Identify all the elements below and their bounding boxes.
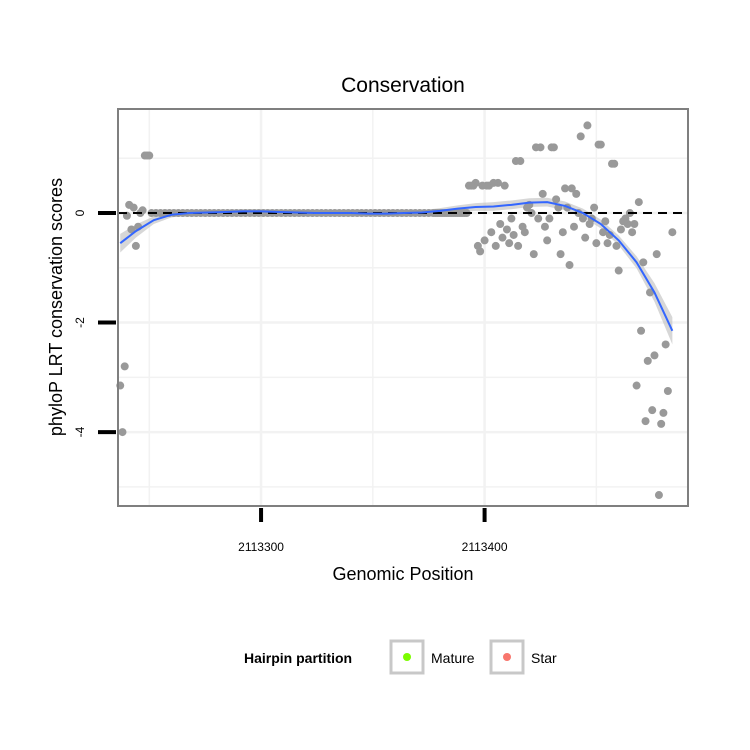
x-tick-label: 2113300: [238, 540, 284, 554]
data-point: [127, 225, 136, 234]
data-point: [534, 214, 543, 223]
data-point: [532, 143, 540, 152]
data-point: [565, 261, 574, 270]
data-point: [118, 428, 127, 437]
data-point: [578, 214, 587, 223]
data-point: [601, 217, 610, 226]
data-point: [509, 230, 518, 239]
data-point: [529, 250, 538, 259]
legend-swatch-star: [503, 653, 511, 661]
y-tick-label: 0: [73, 209, 87, 216]
data-point: [140, 151, 149, 160]
data-point: [500, 181, 509, 190]
data-point: [612, 241, 621, 250]
smooth-line: [119, 201, 674, 332]
y-axis: 0 -2 -4: [73, 209, 116, 437]
y-axis-title: phyloP LRT conservation scores: [46, 178, 66, 436]
data-point: [614, 266, 623, 275]
data-point: [619, 217, 628, 226]
data-point: [507, 214, 516, 223]
data-point: [523, 203, 532, 212]
x-axis: 2113400 2113300: [238, 508, 508, 554]
data-point: [572, 189, 581, 198]
data-point: [581, 233, 590, 242]
data-point: [603, 239, 612, 248]
data-point: [616, 225, 625, 234]
data-point: [514, 241, 523, 250]
data-point: [131, 241, 140, 250]
legend-label-mature: Mature: [431, 650, 475, 666]
data-point: [540, 222, 549, 231]
x-axis-title: Genomic Position: [332, 564, 473, 584]
data-point: [480, 236, 489, 245]
data-point: [637, 326, 646, 335]
data-point: [498, 233, 507, 242]
data-point: [120, 362, 129, 371]
legend-items: Mature Star: [389, 639, 557, 675]
legend-title: Hairpin partition: [244, 650, 352, 666]
legend: Hairpin partition Mature Star: [244, 639, 557, 675]
data-point: [552, 195, 561, 204]
data-point: [478, 181, 487, 190]
data-point: [648, 406, 657, 415]
data-point: [652, 250, 661, 259]
legend-label-star: Star: [531, 650, 557, 666]
data-point: [592, 239, 601, 248]
data-point: [585, 219, 594, 228]
grid-lines: [118, 109, 688, 506]
data-point: [594, 140, 603, 149]
data-point: [570, 222, 578, 231]
data-point: [608, 159, 616, 168]
data-point: [639, 258, 648, 267]
data-point: [576, 132, 585, 141]
data-point: [590, 203, 599, 212]
data-point: [650, 351, 659, 360]
data-point: [518, 222, 527, 231]
legend-swatch-mature: [403, 653, 411, 661]
data-point: [599, 228, 608, 237]
data-point: [654, 491, 663, 500]
data-point: [646, 288, 654, 297]
data-point: [496, 219, 505, 228]
panel-background: [118, 109, 688, 506]
x-tick-label: 2113400: [462, 540, 508, 554]
data-point: [661, 340, 670, 349]
data-point: [561, 184, 570, 193]
data-point: [538, 189, 547, 198]
y-tick-label: -2: [73, 317, 87, 328]
data-point: [543, 236, 552, 245]
data-point: [505, 239, 514, 248]
data-point: [491, 241, 500, 250]
data-point: [657, 419, 666, 428]
data-point: [659, 408, 668, 417]
data-point: [547, 143, 556, 152]
data-point: [628, 228, 637, 237]
data-point: [663, 387, 672, 396]
data-point: [641, 417, 650, 426]
data-point: [632, 381, 641, 390]
data-point: [511, 157, 520, 166]
panel-border: [117, 108, 689, 507]
data-point: [545, 214, 554, 223]
data-point: [567, 184, 576, 193]
plot-panel: [116, 108, 689, 507]
data-point: [464, 181, 473, 190]
data-point: [630, 219, 639, 228]
data-point: [668, 228, 677, 237]
data-point: [473, 241, 482, 250]
data-point: [583, 121, 592, 130]
data-point: [556, 250, 565, 259]
y-tick-label: -4: [73, 426, 87, 437]
chart-title: Conservation: [341, 74, 465, 97]
smooth-line-layer: [119, 201, 674, 332]
data-point: [502, 225, 511, 234]
data-point: [634, 198, 643, 207]
data-point: [487, 228, 496, 237]
data-point: [125, 200, 134, 209]
data-point: [643, 356, 652, 365]
data-point: [558, 228, 567, 237]
